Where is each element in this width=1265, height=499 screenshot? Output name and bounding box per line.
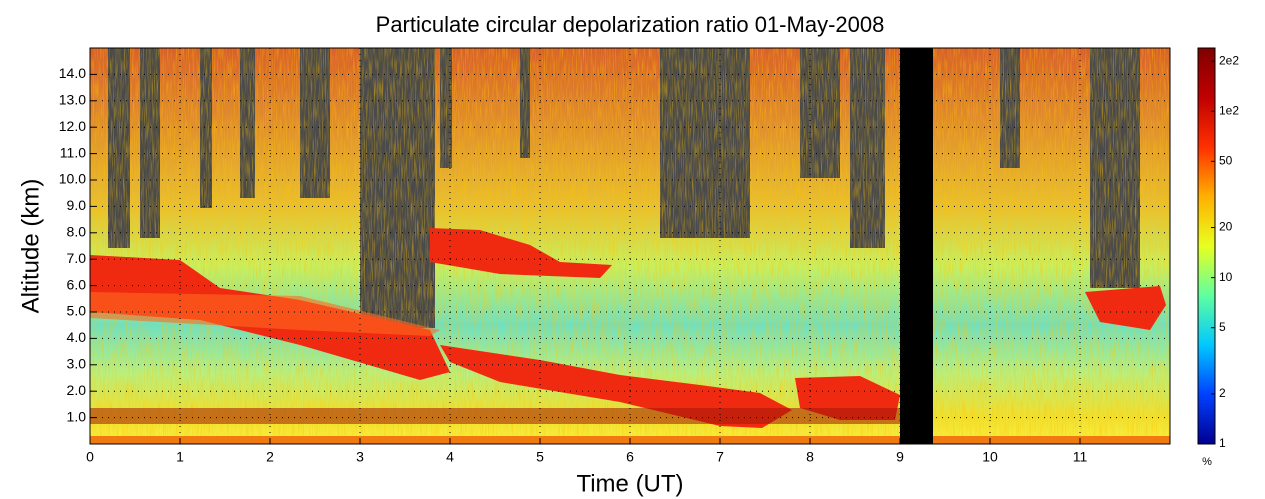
y-tick-label: 2.0 [67,382,87,398]
y-tick-label: 13.0 [59,92,86,108]
y-tick-label: 11.0 [60,144,86,160]
x-tick-label: 6 [626,449,634,465]
x-tick-label: 3 [356,449,364,465]
chart-title: Particulate circular depolarization rati… [376,12,885,37]
y-tick-label: 9.0 [67,197,87,213]
x-tick-label: 9 [896,449,904,465]
colorbar [1197,47,1216,445]
y-tick-label: 5.0 [67,303,87,319]
x-tick-label: 8 [806,449,814,465]
x-tick-label: 5 [536,449,544,465]
colorbar-tick-label: 2 [1219,386,1226,400]
y-tick-label: 7.0 [67,250,87,266]
y-tick-label: 3.0 [67,356,87,372]
y-tick-label: 14.0 [59,65,86,81]
y-axis-label: Altitude (km) [17,179,44,314]
y-tick-label: 8.0 [67,224,87,240]
colorbar-unit: % [1202,456,1212,468]
x-tick-label: 11 [1073,449,1088,465]
x-tick-label: 0 [86,449,94,465]
colorbar-tick-label: 1 [1219,436,1226,450]
colorbar-tick-label: 2e2 [1219,53,1239,67]
y-tick-label: 10.0 [59,171,86,187]
x-axis-label: Time (UT) [576,470,683,497]
x-tick-label: 2 [266,449,274,465]
colorbar-tick-label: 5 [1219,320,1226,334]
y-tick-label: 6.0 [67,276,87,292]
y-tick-label: 4.0 [67,329,87,345]
colorbar-tick-label: 10 [1219,270,1233,284]
y-tick-label: 1.0 [67,408,87,424]
colorbar-tick-label: 1e2 [1219,103,1239,117]
y-tick-label: 12.0 [59,118,86,134]
x-tick-label: 1 [176,449,184,465]
colorbar-tick-label: 50 [1219,154,1233,168]
colorbar-tick-label: 20 [1219,220,1233,234]
x-tick-label: 10 [982,449,998,465]
x-tick-label: 7 [716,449,724,465]
x-tick-label: 4 [446,449,454,465]
